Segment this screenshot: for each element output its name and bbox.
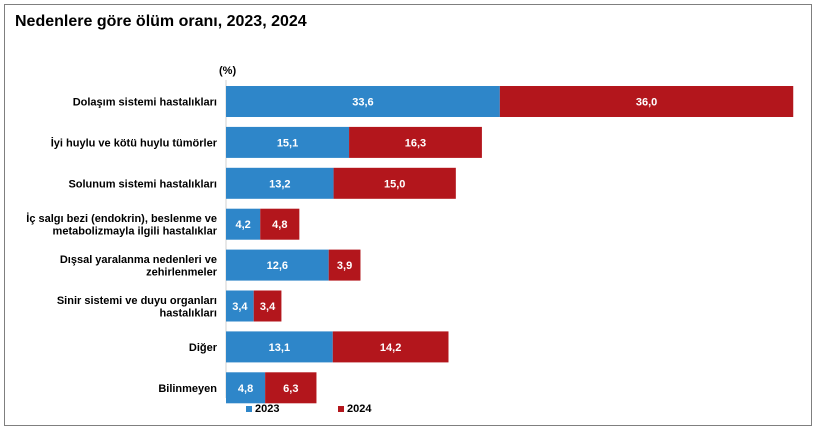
data-label-2023: 33,6 (352, 97, 373, 109)
category-label: Solunum sistemi hastalıkları (68, 178, 217, 190)
data-label-2023: 13,1 (269, 342, 290, 354)
category-label: Dolaşım sistemi hastalıkları (73, 97, 217, 109)
bar-segment-2024 (260, 208, 300, 240)
bar-segment-2023 (226, 249, 329, 281)
data-label-2024: 15,0 (384, 178, 405, 190)
data-label-2023: 4,2 (235, 219, 250, 231)
bar-segment-2024 (328, 249, 361, 281)
bar-segment-2024 (349, 126, 482, 158)
bar-segment-2023 (226, 331, 333, 363)
bar-segment-2023 (226, 86, 500, 117)
data-label-2024: 36,0 (636, 97, 657, 109)
data-label-2023: 4,8 (238, 383, 253, 395)
data-label-2024: 16,3 (405, 137, 426, 149)
data-label-2024: 6,3 (283, 383, 298, 395)
chart-title: Nedenlere göre ölüm oranı, 2023, 2024 (15, 13, 307, 30)
data-label-2024: 3,9 (337, 260, 352, 272)
data-label-2023: 15,1 (277, 137, 298, 149)
bar-segment-2024 (499, 86, 794, 117)
data-label-2023: 3,4 (232, 301, 248, 313)
bar-segment-2023 (226, 372, 266, 404)
legend-label-2023: 2023 (255, 403, 279, 415)
bar-segment-2023 (226, 290, 254, 322)
legend-swatch-2024 (338, 406, 344, 412)
category-label: İç salgı bezi (endokrin), beslenme ve met… (26, 212, 217, 238)
data-label-2024: 3,4 (260, 301, 276, 313)
unit-label: (%) (219, 65, 236, 77)
category-label: İyi huylu ve kötü huylu tümörler (51, 136, 218, 149)
bar-segment-2024 (265, 372, 317, 404)
category-label: Bilinmeyen (158, 383, 217, 395)
category-label: Sinir sistemi ve duyu organları hastalıkl… (57, 295, 217, 320)
data-label-2024: 14,2 (380, 342, 401, 354)
bar-segment-2023 (226, 208, 261, 240)
data-label-2023: 13,2 (269, 178, 290, 190)
bar-segment-2024 (332, 331, 449, 363)
data-label-2024: 4,8 (272, 219, 287, 231)
bar-segment-2023 (226, 167, 334, 199)
bar-segment-2024 (333, 167, 456, 199)
data-label-2023: 12,6 (267, 260, 288, 272)
bar-segment-2023 (226, 126, 350, 158)
legend: 2023 2024 (246, 403, 372, 415)
category-label: Dışsal yaralanma nedenleri ve zehirlenmel… (60, 254, 218, 279)
category-label: Diğer (189, 342, 218, 354)
legend-label-2024: 2024 (347, 403, 372, 415)
bar-segment-2024 (253, 290, 282, 322)
legend-swatch-2023 (246, 406, 252, 412)
